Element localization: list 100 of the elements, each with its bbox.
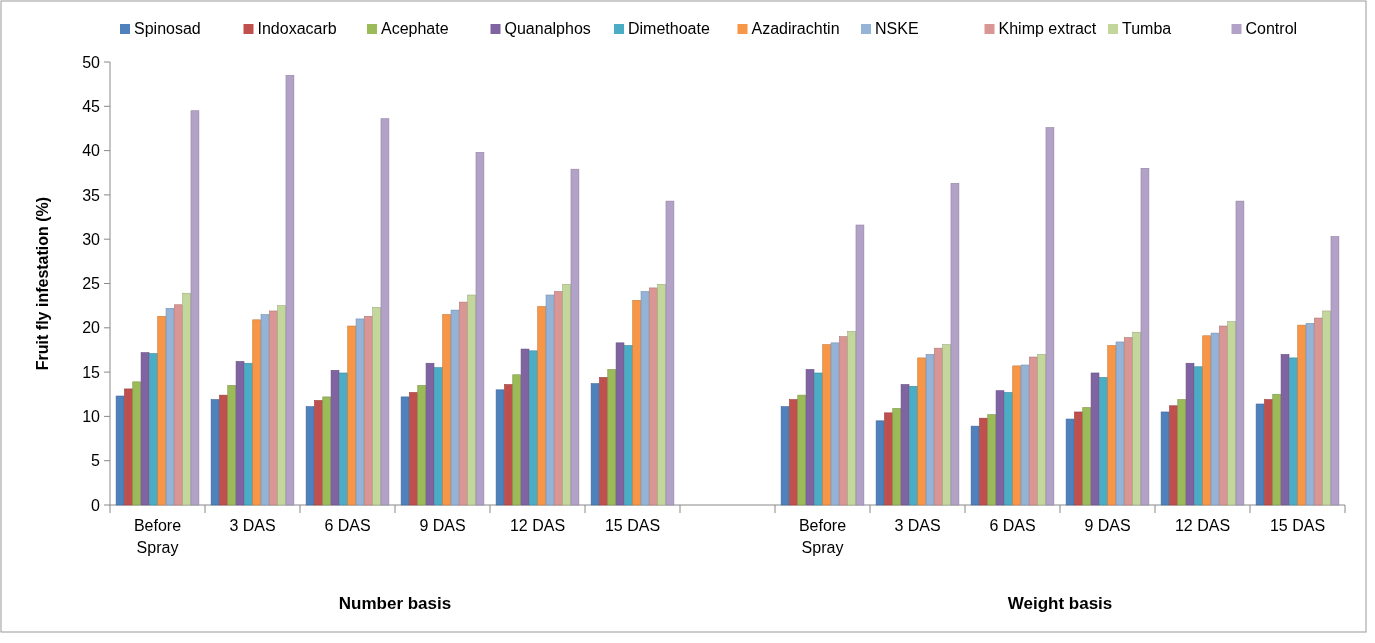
bar: [1037, 354, 1046, 506]
y-tick-label: 40: [82, 142, 101, 160]
bar: [115, 395, 125, 506]
bar: [277, 305, 286, 506]
bar: [1314, 317, 1323, 506]
bar: [124, 388, 133, 506]
bar: [1115, 341, 1125, 506]
bar: [1264, 399, 1273, 506]
bar: [665, 200, 675, 506]
bar: [227, 385, 236, 506]
bar: [459, 301, 468, 506]
y-tick-label: 5: [91, 452, 101, 470]
legend-label: Spinosad: [134, 20, 201, 37]
bar: [925, 354, 935, 506]
bar: [1099, 377, 1108, 506]
y-tick-label: 20: [82, 319, 101, 337]
y-tick-label: 25: [82, 275, 101, 293]
bar: [520, 348, 530, 506]
bar: [339, 372, 348, 506]
bar: [285, 74, 295, 506]
legend-label: Khimp extract: [998, 20, 1097, 37]
bar: [1219, 325, 1228, 506]
bar: [1074, 411, 1083, 506]
bar: [1210, 332, 1220, 506]
bar: [1160, 411, 1170, 506]
bar: [1194, 366, 1203, 506]
bar: [995, 390, 1005, 506]
bar: [830, 342, 840, 506]
x-tick-label: 12 DAS: [509, 517, 566, 534]
bar: [1305, 323, 1315, 506]
bar: [884, 412, 893, 506]
bar: [1090, 372, 1100, 506]
y-tick-label: 30: [82, 230, 101, 248]
y-tick-label: 50: [82, 53, 101, 71]
bar: [797, 394, 806, 506]
x-tick-label: 6 DAS: [324, 517, 371, 534]
bar: [1227, 321, 1236, 506]
bar: [157, 315, 166, 506]
x-tick-label: 3 DAS: [229, 517, 276, 534]
bar: [822, 344, 831, 506]
bar: [1132, 331, 1141, 506]
bar: [632, 300, 641, 506]
bar: [269, 310, 278, 506]
bar: [260, 314, 270, 506]
bar: [504, 384, 513, 506]
bar: [805, 369, 815, 506]
bar: [149, 353, 158, 506]
bar: [182, 292, 191, 506]
bar: [434, 367, 443, 506]
bar: [640, 291, 650, 506]
bar: [562, 284, 571, 506]
bar: [1289, 357, 1298, 506]
bar: [942, 344, 951, 506]
x-tick-label: 9 DAS: [1084, 517, 1131, 534]
y-tick-label: 15: [82, 363, 101, 381]
text: Weight basis: [1007, 594, 1113, 613]
bar: [322, 396, 331, 506]
bar: [917, 357, 926, 506]
legend-label: Control: [1245, 20, 1298, 37]
bar: [512, 374, 521, 506]
bar: [570, 168, 580, 506]
bar: [934, 347, 943, 506]
legend-label: Azadirachtin: [751, 20, 840, 37]
bar: [1045, 127, 1055, 506]
x-tick-label: 6 DAS: [989, 517, 1036, 534]
bar: [252, 319, 261, 506]
bar: [1029, 356, 1038, 506]
bar: [330, 370, 340, 506]
bar: [987, 414, 996, 506]
bar: [839, 336, 848, 506]
x-tick-label: 15 DAS: [1269, 517, 1326, 534]
legend-label: Quanalphos: [504, 20, 591, 37]
y-tick-label: 10: [82, 408, 101, 425]
legend-label: NSKE: [875, 20, 919, 37]
bar: [235, 361, 245, 506]
bar: [657, 284, 666, 506]
bar: [1255, 403, 1265, 506]
bar: [909, 385, 918, 506]
bar: [1012, 365, 1021, 506]
bar: [950, 183, 960, 506]
bar: [615, 342, 625, 506]
legend-label: Indoxacarb: [257, 20, 337, 37]
bar: [495, 389, 505, 506]
bar: [305, 406, 315, 506]
y-tick-label: 45: [82, 97, 101, 115]
bar: [537, 306, 546, 506]
bar: [1235, 200, 1245, 506]
bar: [364, 315, 373, 506]
bar: [1280, 354, 1290, 506]
bar: [554, 291, 563, 506]
bar: [409, 392, 418, 506]
x-tick-label: Before Spray: [798, 517, 847, 556]
bar: [347, 325, 356, 506]
bar: [970, 425, 980, 506]
y-tick-label: 35: [82, 186, 101, 204]
x-tick-label: Before Spray: [133, 517, 182, 556]
legend-label: Dimethoate: [628, 20, 710, 37]
bar: [545, 294, 555, 506]
bar: [1140, 168, 1150, 506]
text: Number basis: [338, 594, 452, 613]
